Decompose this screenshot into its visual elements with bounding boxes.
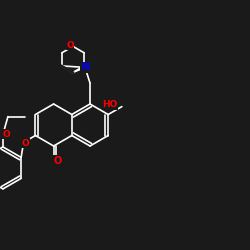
Text: O: O: [54, 156, 62, 166]
Text: O: O: [66, 41, 74, 50]
Text: O: O: [22, 139, 30, 148]
Text: O: O: [2, 130, 10, 139]
Text: HO: HO: [102, 100, 118, 109]
Text: N: N: [81, 62, 89, 72]
